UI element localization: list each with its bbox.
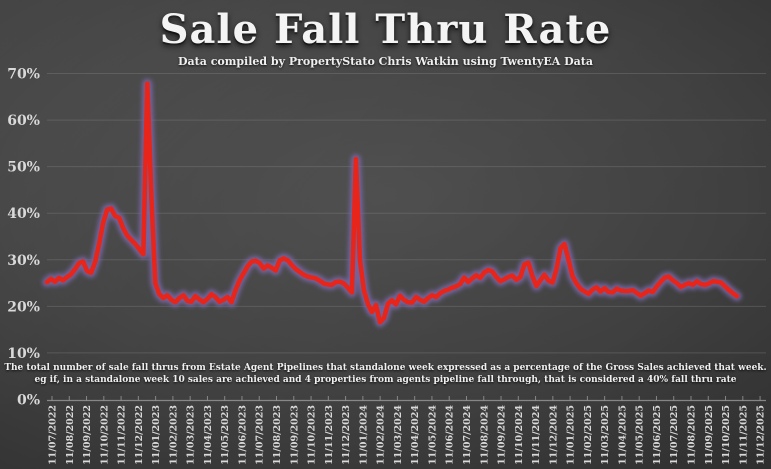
x-tick-label: 11/09/2025 — [704, 405, 715, 465]
x-tick-label: 11/06/2025 — [652, 405, 663, 465]
x-tick-label: 11/08/2023 — [272, 405, 283, 465]
x-tick-label: 11/04/2025 — [617, 405, 628, 465]
x-tick-label: 11/07/2025 — [669, 405, 680, 465]
x-tick-label: 11/12/2022 — [134, 405, 145, 465]
x-tick-label: 11/07/2022 — [48, 405, 59, 465]
y-tick-label: 50% — [7, 160, 40, 176]
y-tick-label: 40% — [7, 206, 40, 222]
x-tick-label: 11/07/2023 — [255, 405, 266, 465]
y-tick-label: 20% — [7, 299, 40, 315]
y-axis-labels: 70% 60% 50% 40% 30% 20% 10% 0% — [7, 67, 40, 409]
x-tick-label: 11/11/2025 — [738, 405, 749, 465]
x-tick-label: 11/11/2024 — [531, 405, 542, 465]
x-tick-label: 11/10/2023 — [307, 405, 318, 465]
x-axis-labels: 11/07/2022 11/08/2022 11/09/2022 11/10/2022… — [48, 405, 767, 465]
y-tick-label: 30% — [7, 253, 40, 269]
x-tick-label: 11/08/2024 — [479, 405, 490, 465]
x-tick-label: 11/02/2023 — [168, 405, 179, 465]
x-tick-label: 11/10/2022 — [99, 405, 110, 465]
x-tick-label: 11/09/2022 — [82, 405, 93, 465]
x-tick-label: 11/10/2024 — [514, 405, 525, 465]
x-tick-label: 11/01/2025 — [566, 405, 577, 465]
x-tick-label: 11/04/2024 — [410, 405, 421, 465]
x-tick-label: 11/01/2024 — [358, 405, 369, 465]
x-tick-label: 11/12/2023 — [341, 405, 352, 465]
x-tick-label: 11/02/2024 — [376, 405, 387, 465]
x-tick-label: 11/05/2024 — [427, 405, 438, 465]
y-tick-label: 70% — [7, 67, 40, 83]
x-tick-label: 11/04/2023 — [203, 405, 214, 465]
x-tick-label: 11/11/2022 — [117, 405, 128, 465]
x-tick-label: 11/09/2024 — [497, 405, 508, 465]
x-tick-label: 11/12/2025 — [756, 405, 767, 465]
x-tick-label: 11/05/2023 — [220, 405, 231, 465]
x-tick-label: 11/05/2025 — [635, 405, 646, 465]
x-tick-label: 11/02/2025 — [583, 405, 594, 465]
series-line — [44, 81, 740, 325]
x-tick-label: 11/12/2024 — [548, 405, 559, 465]
x-tick-label: 11/11/2023 — [324, 405, 335, 465]
x-tick-label: 11/08/2025 — [686, 405, 697, 465]
x-tick-label: 11/10/2025 — [721, 405, 732, 465]
x-tick-label: 11/06/2024 — [445, 405, 456, 465]
x-tick-label: 11/06/2023 — [237, 405, 248, 465]
y-tick-label: 60% — [7, 113, 40, 129]
y-tick-label: 10% — [7, 346, 40, 362]
x-tick-label: 11/03/2025 — [600, 405, 611, 465]
x-tick-label: 11/07/2024 — [462, 405, 473, 465]
x-tick-label: 11/03/2023 — [186, 405, 197, 465]
x-tick-label: 11/01/2023 — [151, 405, 162, 465]
y-tick-label: 0% — [17, 393, 40, 409]
x-tick-label: 11/08/2022 — [65, 405, 76, 465]
x-tick-label: 11/09/2023 — [289, 405, 300, 465]
x-tick-label: 11/03/2024 — [393, 405, 404, 465]
x-axis — [47, 396, 766, 402]
